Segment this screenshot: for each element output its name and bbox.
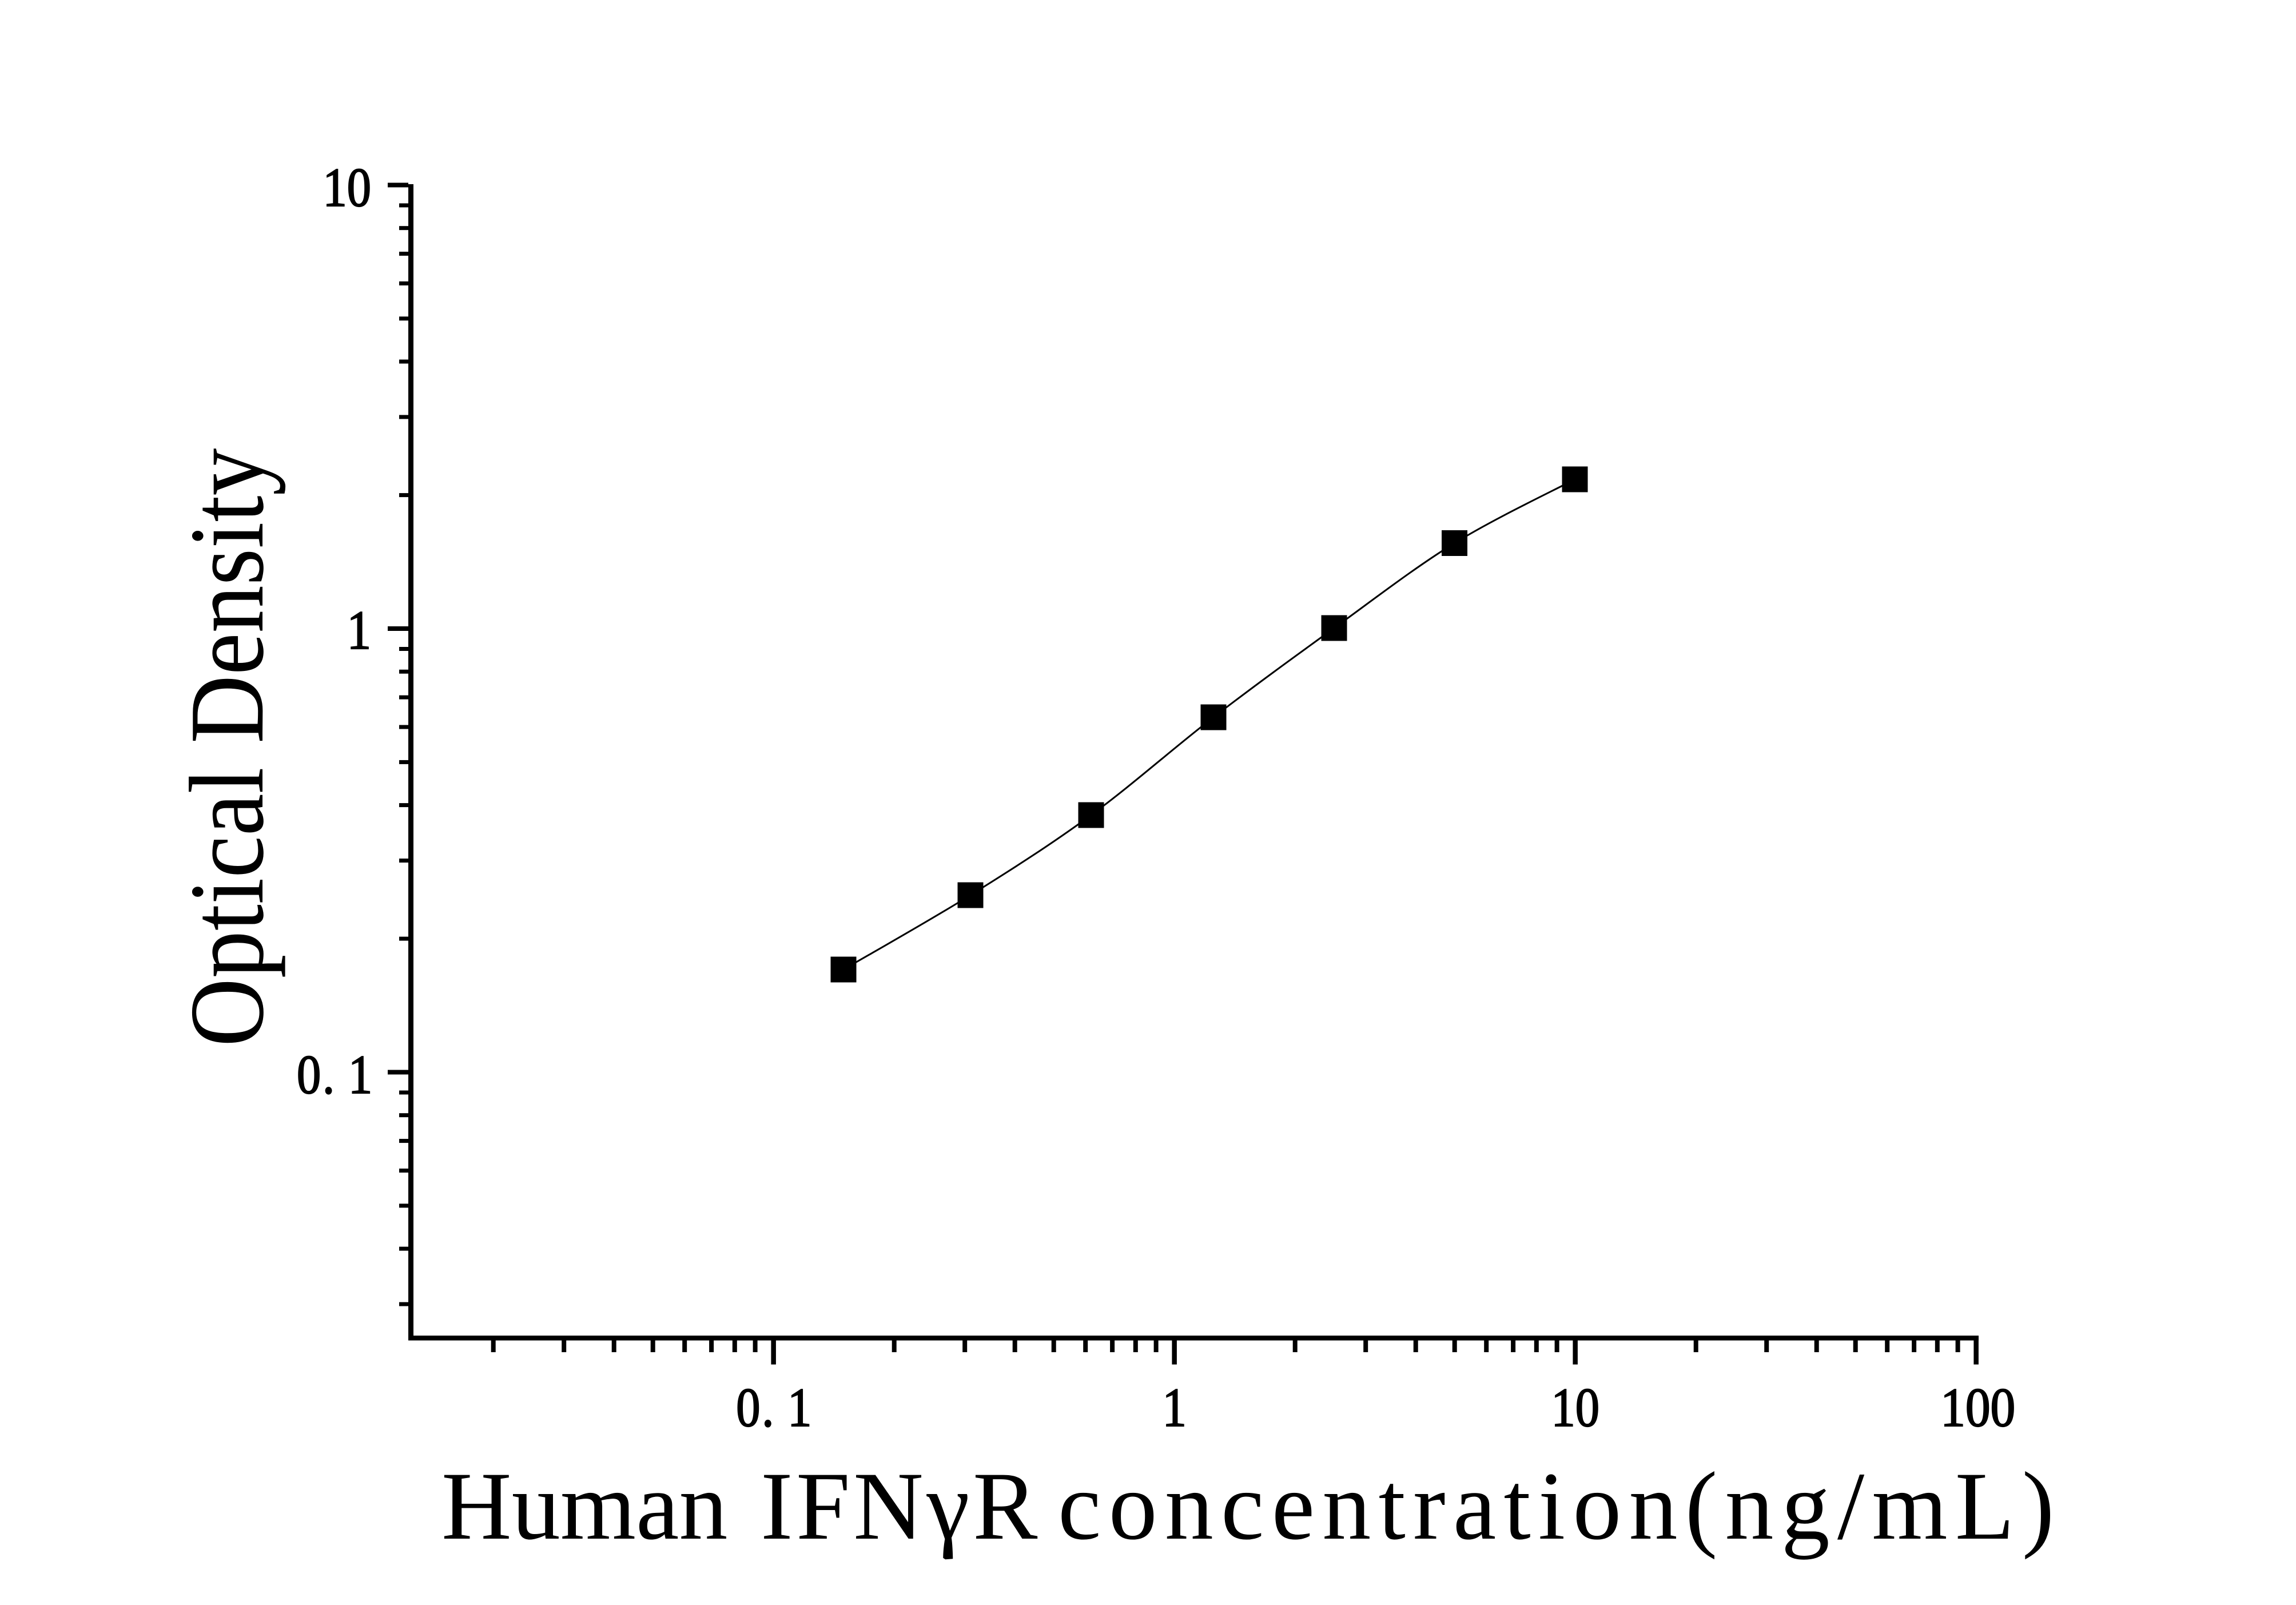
svg-text:100: 100	[1940, 1377, 2015, 1438]
svg-text:10: 10	[1551, 1377, 1599, 1438]
svg-text:1: 1	[348, 1044, 372, 1105]
svg-text:0: 0	[297, 1044, 321, 1105]
svg-text:1: 1	[347, 599, 371, 661]
svg-text:0: 0	[736, 1377, 760, 1438]
svg-text:concentration(ng/mL): concentration(ng/mL)	[1058, 1452, 2062, 1560]
svg-text:.: .	[323, 1044, 335, 1105]
svg-text:10: 10	[323, 157, 371, 218]
svg-text:Optical Density: Optical Density	[168, 448, 286, 1047]
svg-text:1: 1	[1163, 1377, 1187, 1438]
svg-text:.: .	[762, 1377, 774, 1438]
svg-text:1: 1	[787, 1377, 811, 1438]
svg-text:Human: Human	[441, 1452, 727, 1560]
svg-text:IFNγR: IFNγR	[761, 1452, 1041, 1560]
